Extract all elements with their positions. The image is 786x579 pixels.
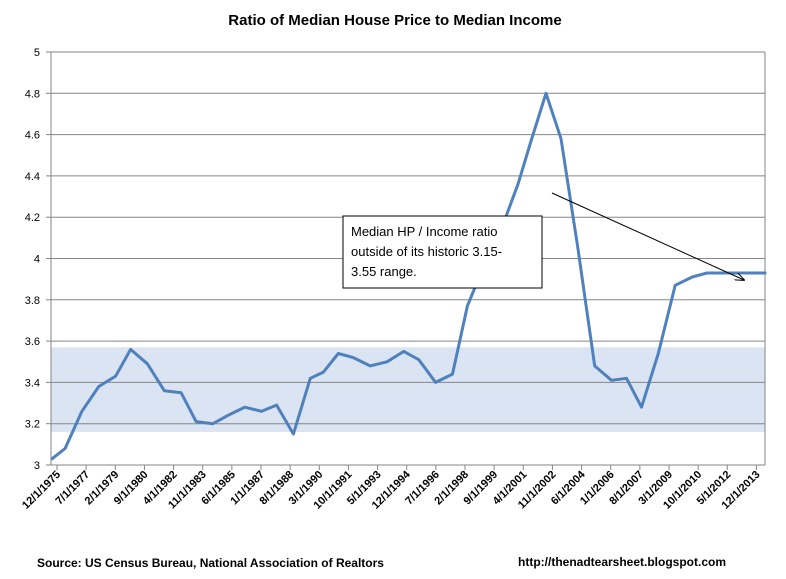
y-axis: 3 3.2 3.4 3.6 3.8 4 4.2 4.4 4.6 4.8 5: [25, 47, 51, 472]
annotation-line-2: outside of its historic 3.15-: [351, 244, 502, 259]
y-tick-label: 3.8: [25, 295, 40, 307]
y-tick-label: 3.4: [25, 377, 40, 389]
y-tick-label: 5: [34, 47, 40, 59]
y-tick-label: 4.6: [25, 130, 40, 142]
annotation-line-3: 3.55 range.: [351, 264, 417, 279]
y-tick-label: 4.4: [25, 171, 40, 183]
series-layer: [50, 91, 767, 461]
historic-range-band: [51, 347, 765, 432]
y-tick-label: 3.2: [25, 419, 40, 431]
x-tick-label: 12/1/1975: [20, 469, 63, 512]
source-url: http://thenadtearsheet.blogspot.com: [518, 555, 726, 569]
y-tick-label: 3.6: [25, 336, 40, 348]
y-tick-label: 3: [34, 460, 40, 472]
x-axis: 12/1/19757/1/19772/1/19799/1/19804/1/198…: [20, 465, 763, 512]
y-tick-label: 4: [34, 254, 40, 266]
chart-title: Ratio of Median House Price to Median In…: [228, 12, 561, 29]
annotation-line-1: Median HP / Income ratio: [351, 224, 497, 239]
source-note: Source: US Census Bureau, National Assoc…: [37, 556, 384, 570]
y-tick-label: 4.2: [25, 212, 40, 224]
annotation-box: Median HP / Income ratio outside of its …: [342, 215, 543, 289]
annotation-arrow: [551, 192, 744, 280]
y-tick-label: 4.8: [25, 88, 40, 100]
series-line: [50, 91, 767, 461]
